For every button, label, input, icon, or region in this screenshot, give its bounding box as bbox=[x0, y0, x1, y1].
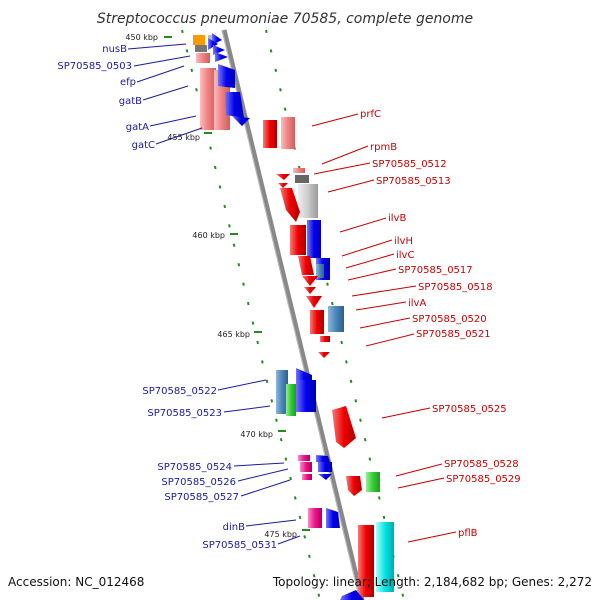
gene-block-0513 bbox=[276, 168, 318, 222]
tick-label: 470 kbp bbox=[240, 430, 273, 439]
gene-label: prfC bbox=[360, 109, 381, 120]
tick-label: 450 kbp bbox=[125, 33, 158, 42]
gene-feature bbox=[200, 68, 216, 130]
map-title: Streptococcus pneumoniae 70585, complete… bbox=[97, 11, 473, 27]
gene-label: SP70585_0503 bbox=[57, 61, 132, 72]
gene-block-pflb bbox=[358, 522, 394, 597]
gene-label: SP70585_0521 bbox=[416, 329, 491, 340]
gene-block-prfc bbox=[263, 117, 295, 149]
gene-block-0524 bbox=[298, 455, 332, 480]
summary-text: Topology: linear; Length: 2,184,682 bp; … bbox=[272, 575, 592, 589]
gene-label: ilvA bbox=[408, 298, 426, 309]
gene-label: dinB bbox=[223, 522, 245, 533]
gene-block-0522 bbox=[276, 368, 316, 416]
gene-label: nusB bbox=[102, 44, 127, 55]
gene-arrow bbox=[218, 64, 235, 88]
gene-arrow bbox=[340, 590, 364, 600]
gene-feature bbox=[196, 53, 210, 63]
gene-label: efp bbox=[120, 77, 136, 88]
gene-label: SP70585_0520 bbox=[412, 314, 487, 325]
kbp-ticks: 450 kbp 455 kbp 460 kbp 465 kbp 470 kbp … bbox=[125, 33, 310, 539]
right-gene-labels: prfC rpmB SP70585_0512 SP70585_0513 ilvB… bbox=[311, 109, 521, 543]
gene-label: SP70585_0527 bbox=[164, 492, 239, 503]
gene-label: SP70585_0523 bbox=[147, 408, 222, 419]
gene-label: pflB bbox=[458, 528, 478, 539]
gene-arrow bbox=[215, 52, 228, 62]
gene-arrow bbox=[213, 45, 225, 55]
genome-backbone-highlight bbox=[221, 29, 361, 600]
gene-label: SP70585_0531 bbox=[202, 540, 277, 551]
gene-label: SP70585_0522 bbox=[142, 386, 217, 397]
gene-label: gatB bbox=[119, 96, 142, 107]
gene-label: SP70585_0526 bbox=[161, 477, 236, 488]
tick-label: 455 kbp bbox=[167, 133, 200, 142]
gene-arrow bbox=[208, 38, 218, 50]
gene-label: ilvB bbox=[388, 213, 406, 224]
gene-feature bbox=[195, 45, 207, 52]
gene-label: SP70585_0525 bbox=[432, 404, 507, 415]
gene-arrow bbox=[232, 116, 250, 126]
accession-text: Accession: NC_012468 bbox=[8, 575, 144, 589]
left-gene-labels: nusB SP70585_0503 efp gatB gatA gatC SP7… bbox=[57, 43, 301, 551]
gene-label: SP70585_0524 bbox=[157, 462, 232, 473]
gene-label: gatA bbox=[126, 122, 149, 133]
gene-block-top bbox=[193, 33, 250, 130]
gene-label: ilvH bbox=[394, 236, 413, 247]
gene-feature bbox=[208, 35, 214, 41]
gene-block-ilv bbox=[290, 220, 344, 358]
gene-block-dinb bbox=[308, 508, 340, 528]
gene-label: rpmB bbox=[370, 142, 397, 153]
gene-label: SP70585_0528 bbox=[444, 459, 519, 470]
gene-block-0528 bbox=[346, 472, 380, 496]
gene-arrow bbox=[225, 92, 244, 118]
gene-label: SP70585_0512 bbox=[372, 159, 447, 170]
gene-label: ilvC bbox=[396, 250, 414, 261]
gene-label: SP70585_0517 bbox=[398, 265, 473, 276]
tick-label: 475 kbp bbox=[264, 530, 297, 539]
gene-feature bbox=[193, 35, 205, 45]
gene-feature bbox=[263, 120, 277, 148]
gene-label: SP70585_0513 bbox=[376, 176, 451, 187]
genome-backbone bbox=[221, 29, 365, 600]
gene-label: SP70585_0529 bbox=[446, 474, 521, 485]
tick-label: 460 kbp bbox=[192, 231, 225, 240]
gene-label: gatC bbox=[132, 140, 155, 151]
gene-block-0525 bbox=[332, 406, 356, 448]
gene-feature bbox=[281, 117, 295, 149]
gene-label: SP70585_0518 bbox=[418, 282, 493, 293]
tick-label: 465 kbp bbox=[217, 330, 250, 339]
